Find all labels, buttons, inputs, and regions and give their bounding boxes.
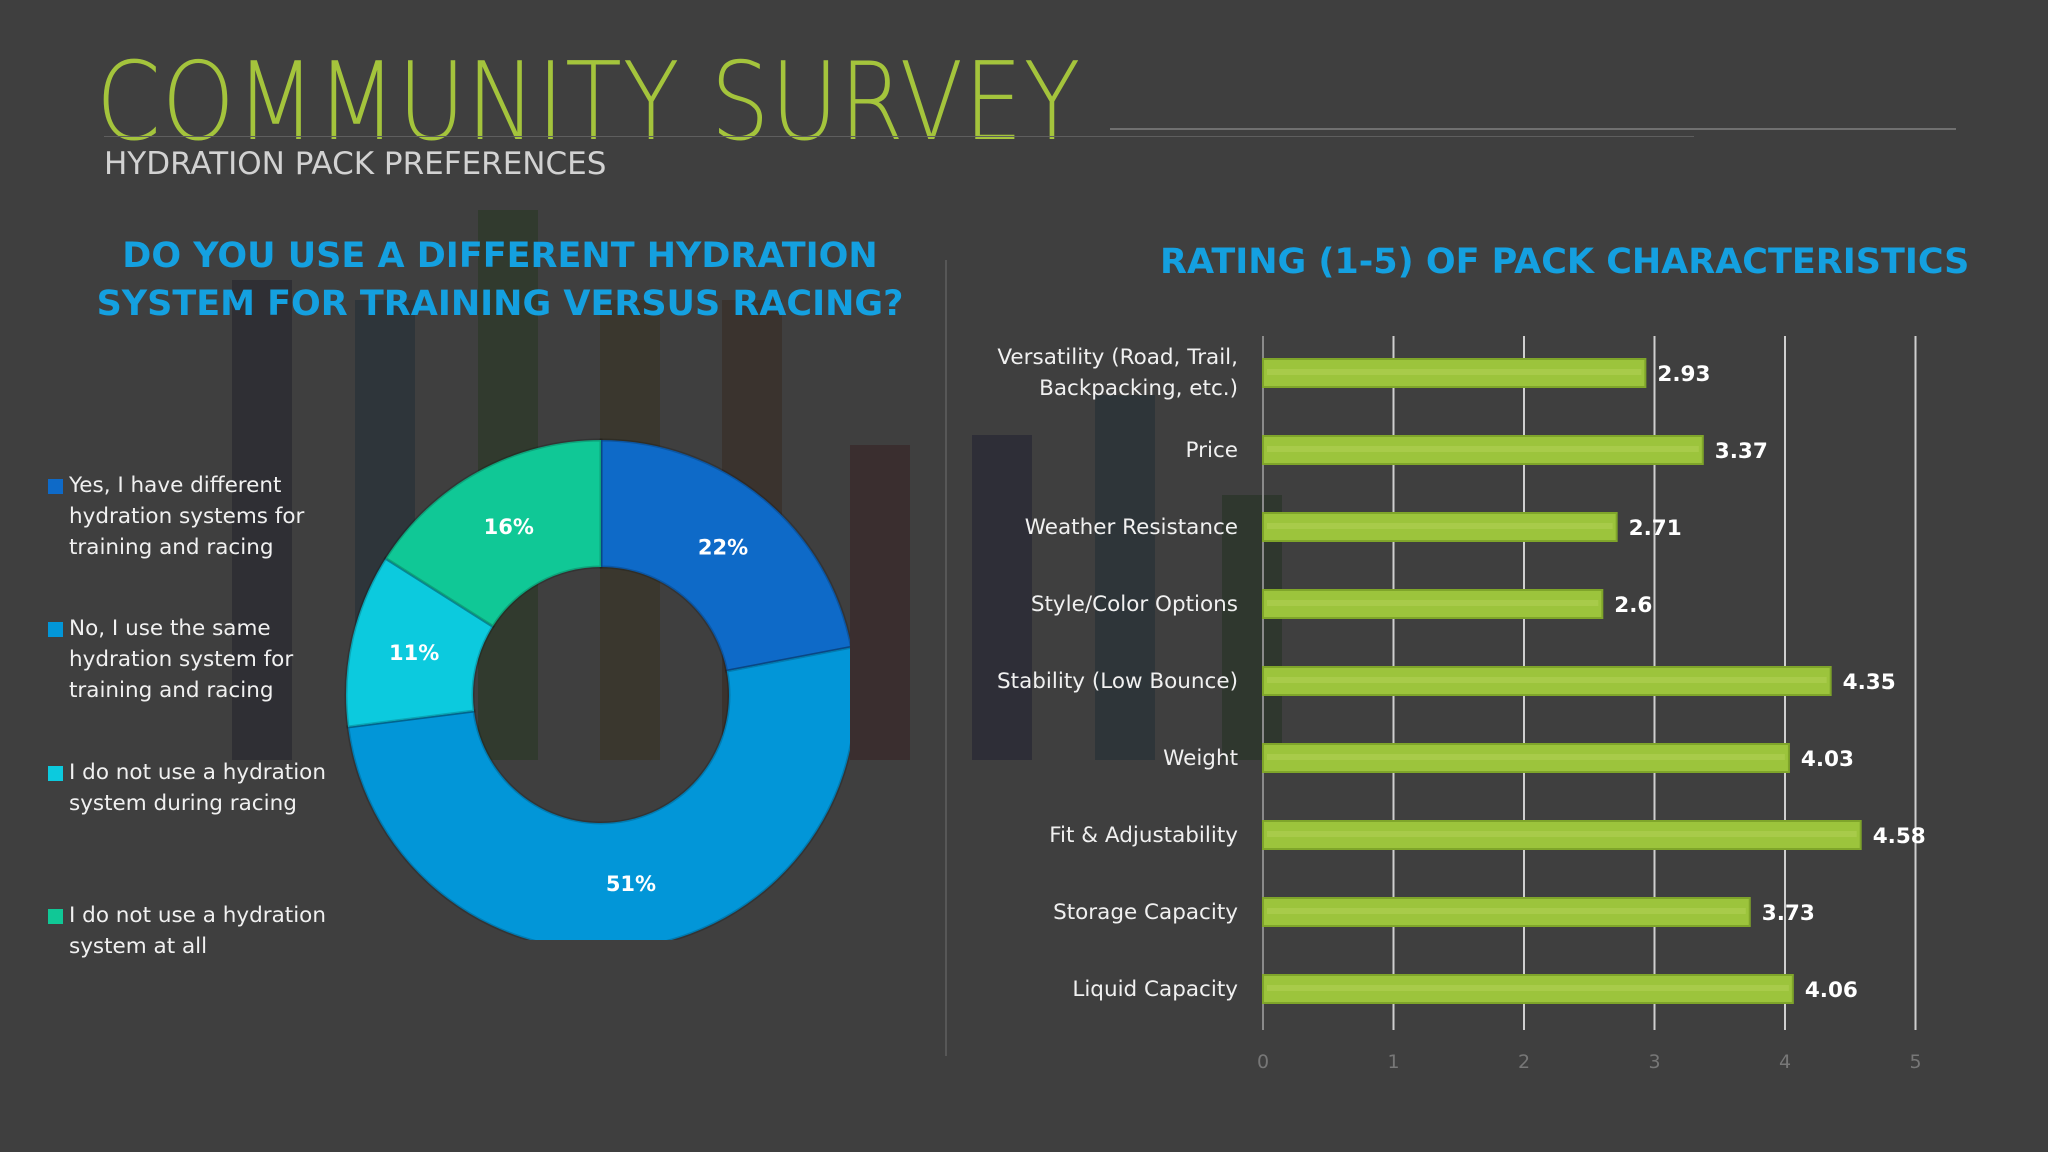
legend-label-line: training and racing — [69, 535, 274, 560]
category-label: Liquid Capacity — [1072, 977, 1238, 1002]
legend-label: No, I use the same hydration system for tr… — [69, 613, 293, 706]
category-label: Weather Resistance — [1025, 515, 1238, 540]
legend-swatch — [48, 909, 63, 924]
bar-highlight — [1267, 600, 1599, 606]
legend-label-line: system at all — [69, 934, 208, 959]
subtitle-rule — [104, 136, 1694, 137]
legend-label-line: I do not use a hydration — [69, 903, 326, 928]
category-label: Storage Capacity — [1053, 900, 1238, 925]
bar-value-label: 3.37 — [1715, 439, 1768, 464]
background-ghost-bar — [1095, 395, 1155, 760]
category-label: Weight — [1163, 746, 1238, 771]
x-tick-label: 4 — [1779, 1051, 1791, 1073]
bar-highlight — [1267, 523, 1613, 529]
legend-label-line: hydration systems for — [69, 504, 305, 529]
legend-label-line: I do not use a hydration — [69, 760, 326, 785]
chart-divider — [945, 260, 947, 1056]
x-tick-label: 2 — [1518, 1051, 1530, 1073]
legend-label-line: training and racing — [69, 678, 274, 703]
donut-slice — [346, 645, 850, 940]
legend-label: I do not use a hydration system during ra… — [69, 757, 326, 819]
donut-slice — [344, 556, 495, 729]
background-ghost-bar — [232, 280, 292, 760]
bar-value-label: 4.06 — [1805, 978, 1858, 1003]
donut-chart-title: DO YOU USE A DIFFERENT HYDRATION SYSTEM … — [80, 232, 920, 328]
page-subtitle: HYDRATION PACK PREFERENCES — [104, 146, 607, 182]
x-tick-label: 5 — [1909, 1051, 1921, 1073]
background-ghost-bar — [850, 445, 910, 760]
x-tick-label: 1 — [1387, 1051, 1399, 1073]
legend-label-line: hydration system for — [69, 647, 294, 672]
legend-label-line: No, I use the same — [69, 616, 271, 641]
category-label: Price — [1186, 438, 1238, 463]
bar-value-label: 4.35 — [1843, 670, 1896, 695]
category-label: Versatility (Road, Trail, — [997, 345, 1238, 370]
bar-value-label: 2.71 — [1629, 516, 1682, 541]
x-tick-label: 0 — [1257, 1051, 1269, 1073]
bar-highlight — [1267, 831, 1857, 837]
legend-label-line: system during racing — [69, 791, 297, 816]
legend-swatch — [48, 622, 63, 637]
legend-label: I do not use a hydration system at all — [69, 900, 326, 962]
donut-slice-label: 22% — [698, 535, 748, 559]
bar-highlight — [1267, 446, 1699, 452]
donut-slice — [599, 438, 850, 673]
legend-label-line: Yes, I have different — [69, 473, 282, 498]
legend-swatch — [48, 766, 63, 781]
donut-chart-title-line: DO YOU USE A DIFFERENT HYDRATION — [122, 236, 878, 276]
page-title: COMMUNITY SURVEY — [96, 40, 1082, 165]
category-label: Stability (Low Bounce) — [997, 669, 1238, 694]
bar-highlight — [1267, 754, 1785, 760]
category-label: Style/Color Options — [1031, 592, 1238, 617]
bar-value-label: 4.58 — [1873, 824, 1926, 849]
legend-label: Yes, I have different hydration systems f… — [69, 470, 304, 563]
bar-highlight — [1267, 985, 1789, 991]
category-label: Fit & Adjustability — [1049, 823, 1238, 848]
x-tick-label: 3 — [1648, 1051, 1660, 1073]
donut-chart-title-line: SYSTEM FOR TRAINING VERSUS RACING? — [96, 284, 904, 324]
bar-highlight — [1267, 677, 1827, 683]
donut-slice-label: 16% — [484, 515, 534, 539]
bar-value-label: 2.6 — [1614, 593, 1652, 618]
background-ghost-bar — [972, 435, 1032, 760]
bar-value-label: 4.03 — [1801, 747, 1854, 772]
donut-slice-label: 11% — [389, 641, 439, 665]
bar-highlight — [1267, 369, 1642, 375]
bar-highlight — [1267, 908, 1746, 914]
donut-slice — [383, 438, 603, 629]
donut-slice-label: 51% — [606, 872, 656, 896]
donut-chart: 22% 51% 11% 16% — [344, 438, 850, 940]
legend-swatch — [48, 479, 63, 494]
bar-value-label: 3.73 — [1762, 901, 1815, 926]
bar-chart-title: RATING (1-5) OF PACK CHARACTERISTICS — [1160, 242, 1970, 282]
title-rule — [1110, 128, 1956, 130]
bar-value-label: 2.93 — [1657, 362, 1710, 387]
category-label: Backpacking, etc.) — [1039, 376, 1238, 401]
